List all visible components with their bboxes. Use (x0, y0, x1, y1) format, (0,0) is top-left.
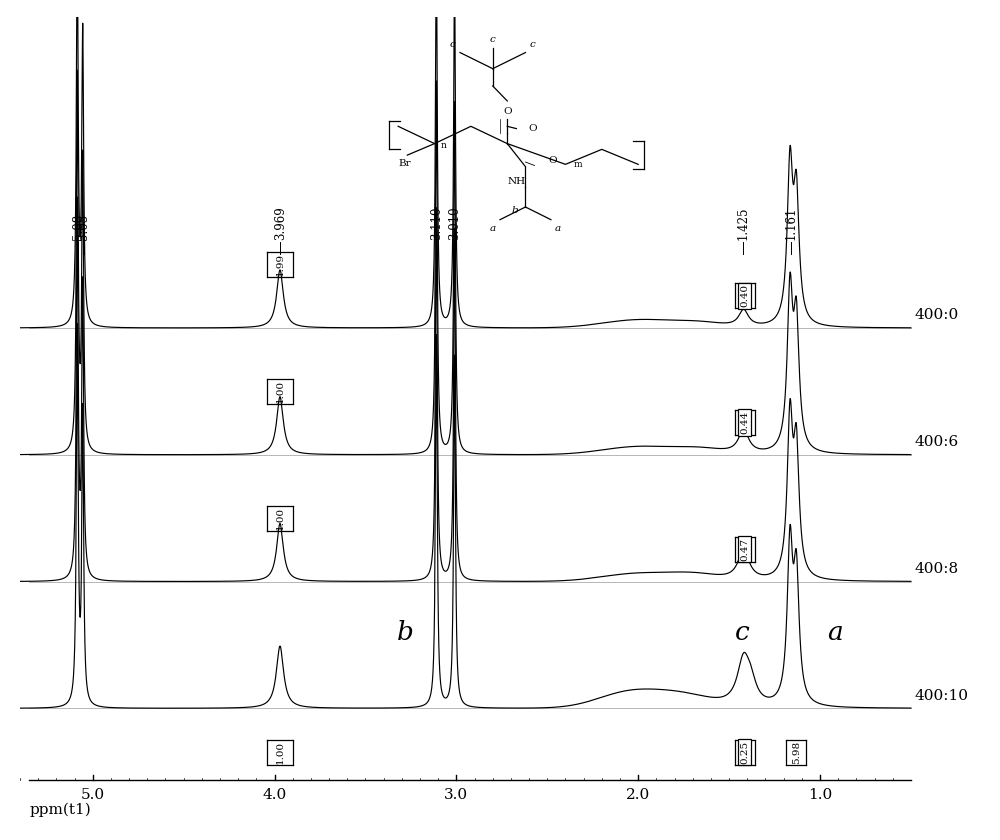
Text: a: a (827, 620, 842, 645)
Text: 0.44: 0.44 (740, 411, 749, 434)
Text: 1.99: 1.99 (276, 253, 285, 276)
Text: 3.110: 3.110 (430, 207, 443, 240)
Text: 3.010: 3.010 (448, 207, 461, 240)
Text: 2.0: 2.0 (626, 788, 650, 802)
Text: O: O (528, 124, 537, 133)
Text: a: a (490, 224, 496, 234)
Text: 0.25: 0.25 (740, 741, 749, 764)
Text: 5.98: 5.98 (792, 741, 801, 764)
Text: 400:6: 400:6 (915, 435, 959, 449)
Text: 1.00: 1.00 (276, 507, 285, 530)
Text: a: a (555, 224, 561, 234)
Text: 400:0: 400:0 (915, 308, 959, 323)
Text: c: c (450, 40, 456, 49)
Text: c: c (734, 620, 749, 645)
Text: c: c (530, 40, 536, 49)
Text: 5.0: 5.0 (81, 788, 105, 802)
Text: 1.161: 1.161 (784, 207, 797, 240)
Text: 5.05: 5.05 (77, 213, 90, 240)
Text: 1.0: 1.0 (808, 788, 832, 802)
Text: c: c (490, 35, 496, 45)
Text: Br: Br (398, 159, 411, 168)
Text: 0.40: 0.40 (740, 284, 749, 307)
Text: b: b (512, 206, 518, 215)
Text: m: m (574, 160, 582, 169)
Text: 400:10: 400:10 (915, 689, 969, 702)
Text: 400:8: 400:8 (915, 562, 959, 576)
Text: 5.08: 5.08 (72, 214, 85, 240)
Text: O: O (503, 107, 512, 116)
Text: 3.969: 3.969 (274, 206, 287, 240)
Text: 0.47: 0.47 (740, 538, 749, 561)
Text: 3.0: 3.0 (444, 788, 468, 802)
Text: 1.425: 1.425 (736, 207, 749, 240)
Text: 4.0: 4.0 (262, 788, 287, 802)
Text: b: b (397, 620, 414, 645)
Text: n: n (441, 141, 447, 150)
Text: 1.00: 1.00 (276, 380, 285, 403)
Text: NH: NH (507, 177, 525, 186)
Text: O: O (548, 156, 557, 165)
Text: 1.00: 1.00 (276, 741, 285, 764)
Text: ppm(t1): ppm(t1) (29, 803, 91, 817)
